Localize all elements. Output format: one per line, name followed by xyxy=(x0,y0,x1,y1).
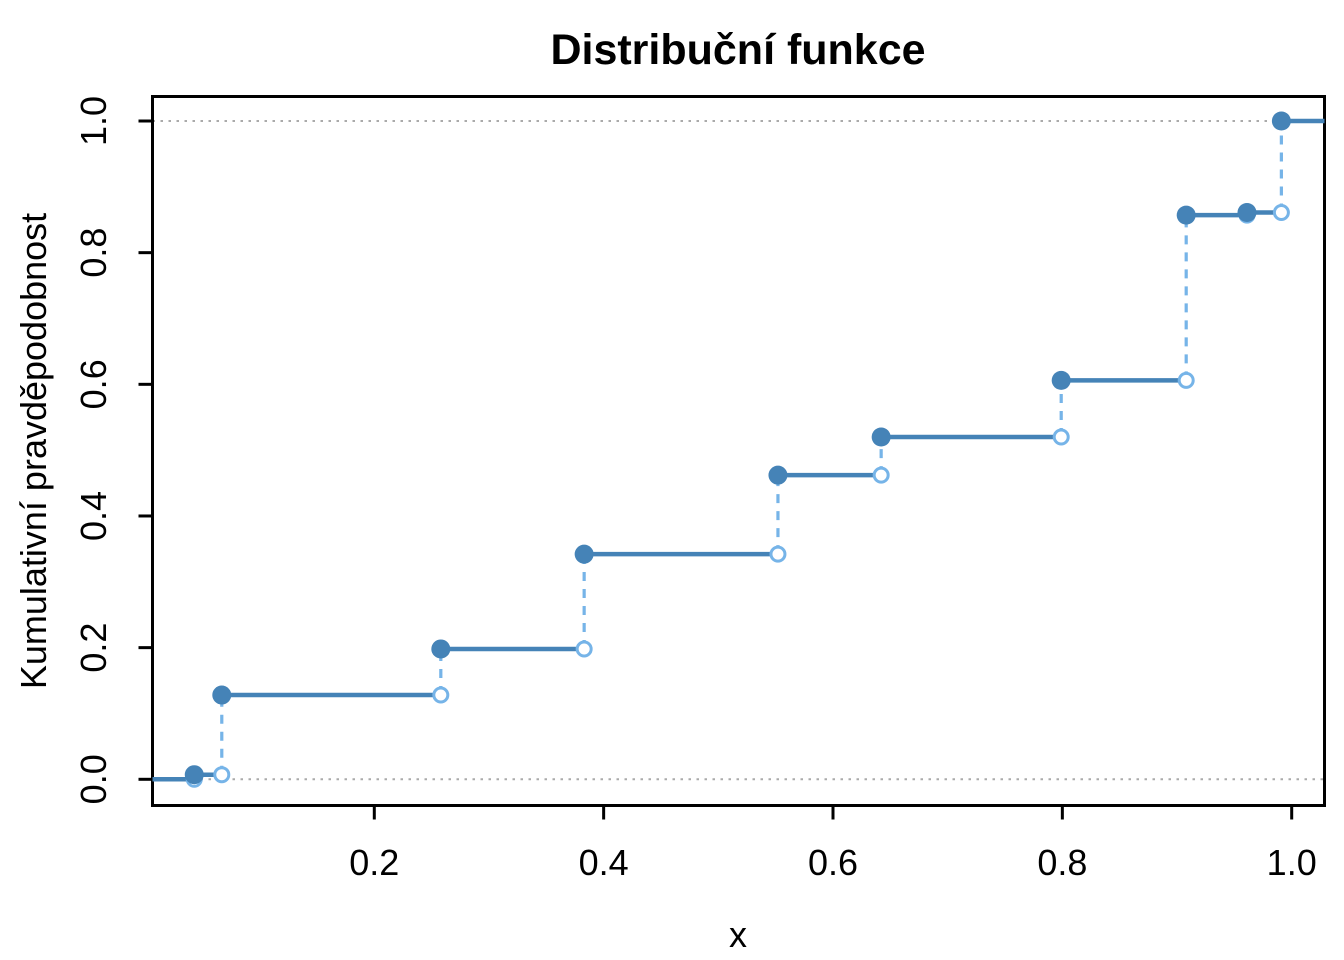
y-tick-label: 0.8 xyxy=(73,228,114,278)
x-tick-label: 0.4 xyxy=(579,842,629,883)
y-tick-label: 1.0 xyxy=(73,96,114,146)
y-axis-label: Kumulativní pravděpodobnost xyxy=(13,213,54,689)
jump-point xyxy=(431,639,451,659)
plot-box xyxy=(151,95,1326,807)
jump-point xyxy=(1176,205,1196,225)
step-end-open-circle xyxy=(1052,428,1070,446)
step-end-open-circle xyxy=(1272,204,1290,222)
y-tick-label: 0.4 xyxy=(73,491,114,541)
x-axis-label: x xyxy=(729,914,747,955)
y-tick-label: 0.0 xyxy=(73,754,114,804)
x-tick-label: 1.0 xyxy=(1267,842,1317,883)
x-tick-label: 0.8 xyxy=(1037,842,1087,883)
step-end-open-circle xyxy=(769,545,787,563)
y-tick-label: 0.6 xyxy=(73,359,114,409)
jump-point xyxy=(574,544,594,564)
jump-point xyxy=(871,427,891,447)
step-end-open-circle xyxy=(872,466,890,484)
step-end-open-circle xyxy=(432,686,450,704)
x-tick-label: 0.2 xyxy=(349,842,399,883)
jump-point xyxy=(768,465,788,485)
jump-point xyxy=(1271,111,1291,131)
y-tick-label: 0.2 xyxy=(73,623,114,673)
step-end-open-circle xyxy=(575,640,593,658)
jump-point xyxy=(184,765,204,785)
jump-point xyxy=(1051,370,1071,390)
jump-point xyxy=(212,685,232,705)
step-end-open-circle xyxy=(213,766,231,784)
chart-title: Distribuční funkce xyxy=(550,26,925,74)
x-tick-label: 0.6 xyxy=(808,842,858,883)
plot-area: 0.2 0.4 0.6 0.8 1.0 0.0 0.2 0.4 0.6 0.8 1.0 xyxy=(73,95,1326,883)
jump-point xyxy=(1237,203,1257,223)
step-end-open-circle xyxy=(1177,371,1195,389)
